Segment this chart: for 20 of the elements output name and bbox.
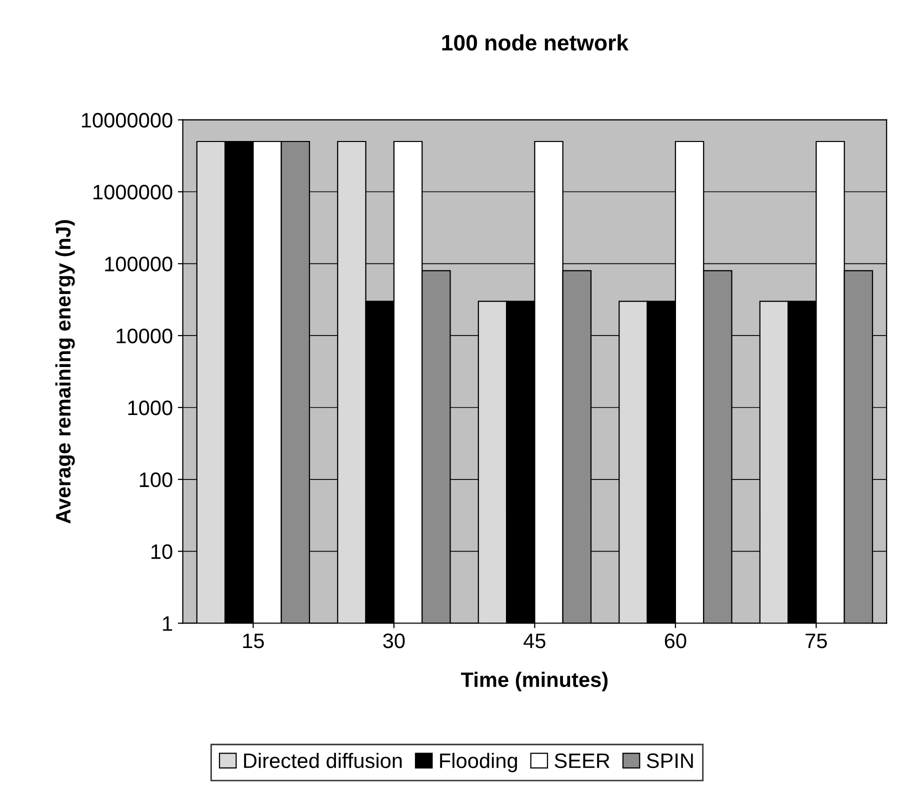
y-tick-label: 10000	[116, 328, 172, 344]
x-tick-label: 75	[806, 634, 827, 648]
y-tick-label: 1	[163, 616, 172, 631]
x-tick-label: 30	[383, 633, 405, 648]
legend-label: SEER	[554, 753, 610, 768]
y-tick-label: 1000	[128, 400, 172, 416]
y-axis-title: Average remaining energy (nJ)	[55, 220, 75, 524]
chart-title: 100 node network	[442, 34, 629, 51]
legend-label: SPIN	[646, 753, 693, 768]
y-tick-label: 1000000	[94, 184, 172, 200]
legend-label: Flooding	[440, 752, 517, 772]
x-tick-label: 45	[524, 634, 546, 648]
y-tick-label: 10	[151, 544, 172, 560]
x-tick-label: 60	[664, 633, 686, 648]
y-tick-label: 100000	[105, 256, 172, 272]
x-axis-title: Time (minutes)	[461, 672, 608, 692]
y-tick-label: 100	[140, 472, 172, 488]
x-tick-label: 15	[243, 634, 264, 648]
y-tick-label: 10000000	[82, 112, 172, 128]
legend-label: Directed diffusion	[244, 752, 402, 768]
